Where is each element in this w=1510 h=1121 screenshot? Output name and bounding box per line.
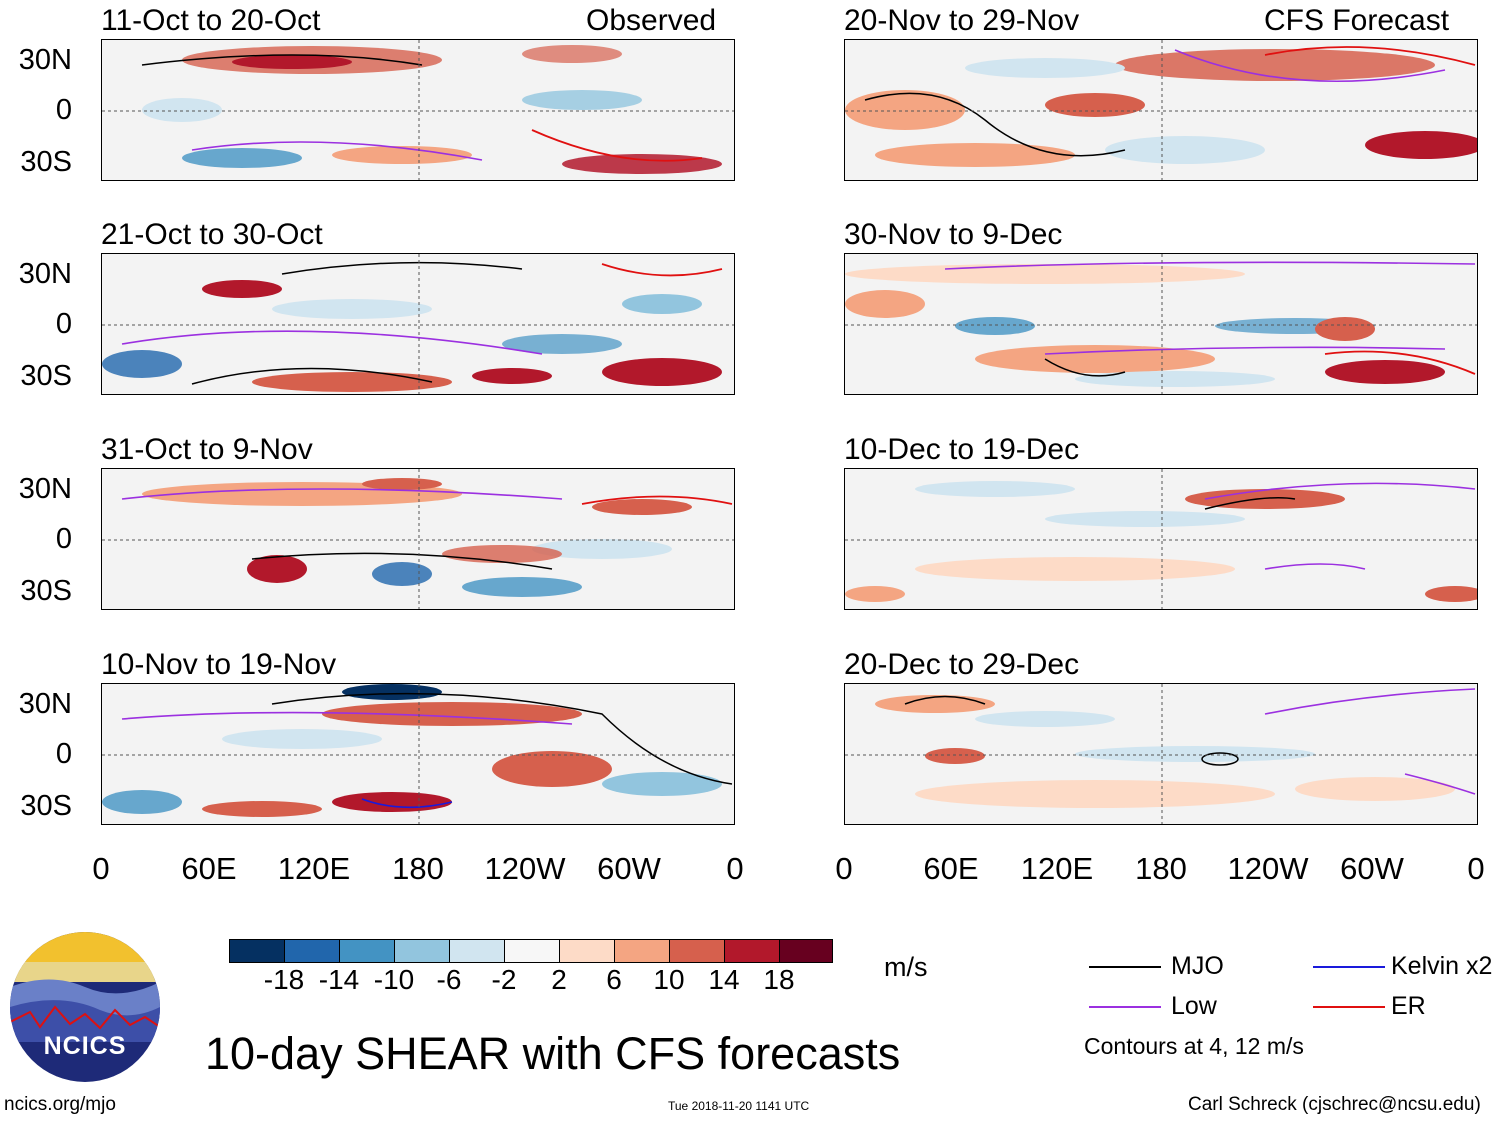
colorbar-swatch xyxy=(669,939,725,963)
timestamp: Tue 2018-11-20 1141 UTC xyxy=(668,1099,810,1113)
map-panel-fc-3 xyxy=(844,468,1478,610)
main-title: 10-day SHEAR with CFS forecasts xyxy=(205,1028,901,1079)
shear-map xyxy=(845,684,1477,824)
lon-label-180: 180 xyxy=(1135,851,1187,886)
lon-label-60w: 60W xyxy=(597,851,661,886)
map-panel-fc-1 xyxy=(844,39,1478,181)
lat-label-0: 0 xyxy=(55,523,72,555)
lon-label-60e: 60E xyxy=(923,851,979,886)
legend-low-line xyxy=(1089,1006,1161,1008)
colorbar-swatch xyxy=(504,939,560,963)
legend-kelvin-label: Kelvin x2 xyxy=(1391,952,1493,980)
panel-title-obs-2: 21-Oct to 30-Oct xyxy=(101,218,323,251)
colorbar-tick: 6 xyxy=(606,964,622,995)
lon-label-60e: 60E xyxy=(181,851,237,886)
panel-title-fc-2: 30-Nov to 9-Dec xyxy=(844,218,1063,251)
colorbar-swatch xyxy=(559,939,615,963)
colorbar-swatch xyxy=(229,939,285,963)
cfs-forecast-heading: CFS Forecast xyxy=(1264,4,1450,37)
logo-text: NCICS xyxy=(43,1032,127,1060)
shear-map xyxy=(102,684,734,824)
shear-map xyxy=(845,40,1477,180)
colorbar-tick: -10 xyxy=(373,964,415,995)
map-panel-fc-2 xyxy=(844,253,1478,395)
shear-map xyxy=(102,254,734,394)
lon-label-120w: 120W xyxy=(1227,851,1309,886)
colorbar-tick: -18 xyxy=(263,964,305,995)
lat-label-30n: 30N xyxy=(18,258,72,290)
colorbar-swatch xyxy=(449,939,505,963)
colorbar-swatch xyxy=(339,939,395,963)
author-credit: Carl Schreck (cjschrec@ncsu.edu) xyxy=(1188,1094,1481,1115)
legend-low-label: Low xyxy=(1171,992,1217,1020)
panel-title-obs-1: 11-Oct to 20-Oct xyxy=(101,4,321,37)
ncics-logo: NCICS xyxy=(10,932,160,1082)
observed-heading: Observed xyxy=(586,4,717,37)
panel-title-fc-4: 20-Dec to 29-Dec xyxy=(844,648,1080,681)
lon-label-0: 0 xyxy=(835,851,853,886)
map-panel-fc-4 xyxy=(844,683,1478,825)
lat-label-0: 0 xyxy=(55,94,72,126)
lat-label-30s: 30S xyxy=(20,575,72,607)
lat-label-30s: 30S xyxy=(20,146,72,178)
site-link[interactable]: ncics.org/mjo xyxy=(4,1094,116,1115)
shear-map xyxy=(102,40,734,180)
lat-label-30n: 30N xyxy=(18,44,72,76)
map-panel-obs-3 xyxy=(101,468,735,610)
panel-title-fc-3: 10-Dec to 19-Dec xyxy=(844,433,1080,466)
lon-label-180: 180 xyxy=(392,851,444,886)
lon-label-120e: 120E xyxy=(1020,851,1094,886)
lon-label-0-end: 0 xyxy=(726,851,744,886)
lon-label-120e: 120E xyxy=(277,851,351,886)
colorbar-tick: -6 xyxy=(436,964,462,995)
panel-title-fc-1: 20-Nov to 29-Nov xyxy=(844,4,1080,37)
lat-label-30s: 30S xyxy=(20,360,72,392)
lon-label-0-end: 0 xyxy=(1467,851,1485,886)
lat-label-30s: 30S xyxy=(20,790,72,822)
panel-title-obs-4: 10-Nov to 19-Nov xyxy=(101,648,337,681)
lat-label-0: 0 xyxy=(55,738,72,770)
logo-graphic xyxy=(10,932,160,1042)
colorbar-units: m/s xyxy=(884,952,928,982)
lon-label-60w: 60W xyxy=(1340,851,1404,886)
shear-map xyxy=(845,254,1477,394)
colorbar-tick: 14 xyxy=(708,964,740,995)
lat-label-0: 0 xyxy=(55,308,72,340)
colorbar-swatch xyxy=(779,939,833,963)
lon-label-120w: 120W xyxy=(484,851,566,886)
legend-er-label: ER xyxy=(1391,992,1426,1020)
colorbar-tick: -2 xyxy=(491,964,517,995)
legend-kelvin-line xyxy=(1313,966,1385,968)
legend-note: Contours at 4, 12 m/s xyxy=(1084,1033,1304,1059)
colorbar-swatch xyxy=(724,939,780,963)
colorbar-tick: 18 xyxy=(763,964,795,995)
legend-mjo-label: MJO xyxy=(1171,952,1224,980)
map-panel-obs-2 xyxy=(101,253,735,395)
colorbar-swatch xyxy=(614,939,670,963)
colorbar-swatch xyxy=(284,939,340,963)
lon-label-0: 0 xyxy=(92,851,110,886)
colorbar-tick: 2 xyxy=(551,964,567,995)
legend-mjo-line xyxy=(1089,966,1161,968)
colorbar-tick: -14 xyxy=(318,964,360,995)
shear-map xyxy=(845,469,1477,609)
lat-label-30n: 30N xyxy=(18,473,72,505)
map-panel-obs-4 xyxy=(101,683,735,825)
map-panel-obs-1 xyxy=(101,39,735,181)
legend-er-line xyxy=(1313,1006,1385,1008)
colorbar-tick: 10 xyxy=(653,964,685,995)
colorbar-swatch xyxy=(394,939,450,963)
shear-map xyxy=(102,469,734,609)
lat-label-30n: 30N xyxy=(18,688,72,720)
colorbar xyxy=(229,939,833,963)
panel-title-obs-3: 31-Oct to 9-Nov xyxy=(101,433,313,466)
